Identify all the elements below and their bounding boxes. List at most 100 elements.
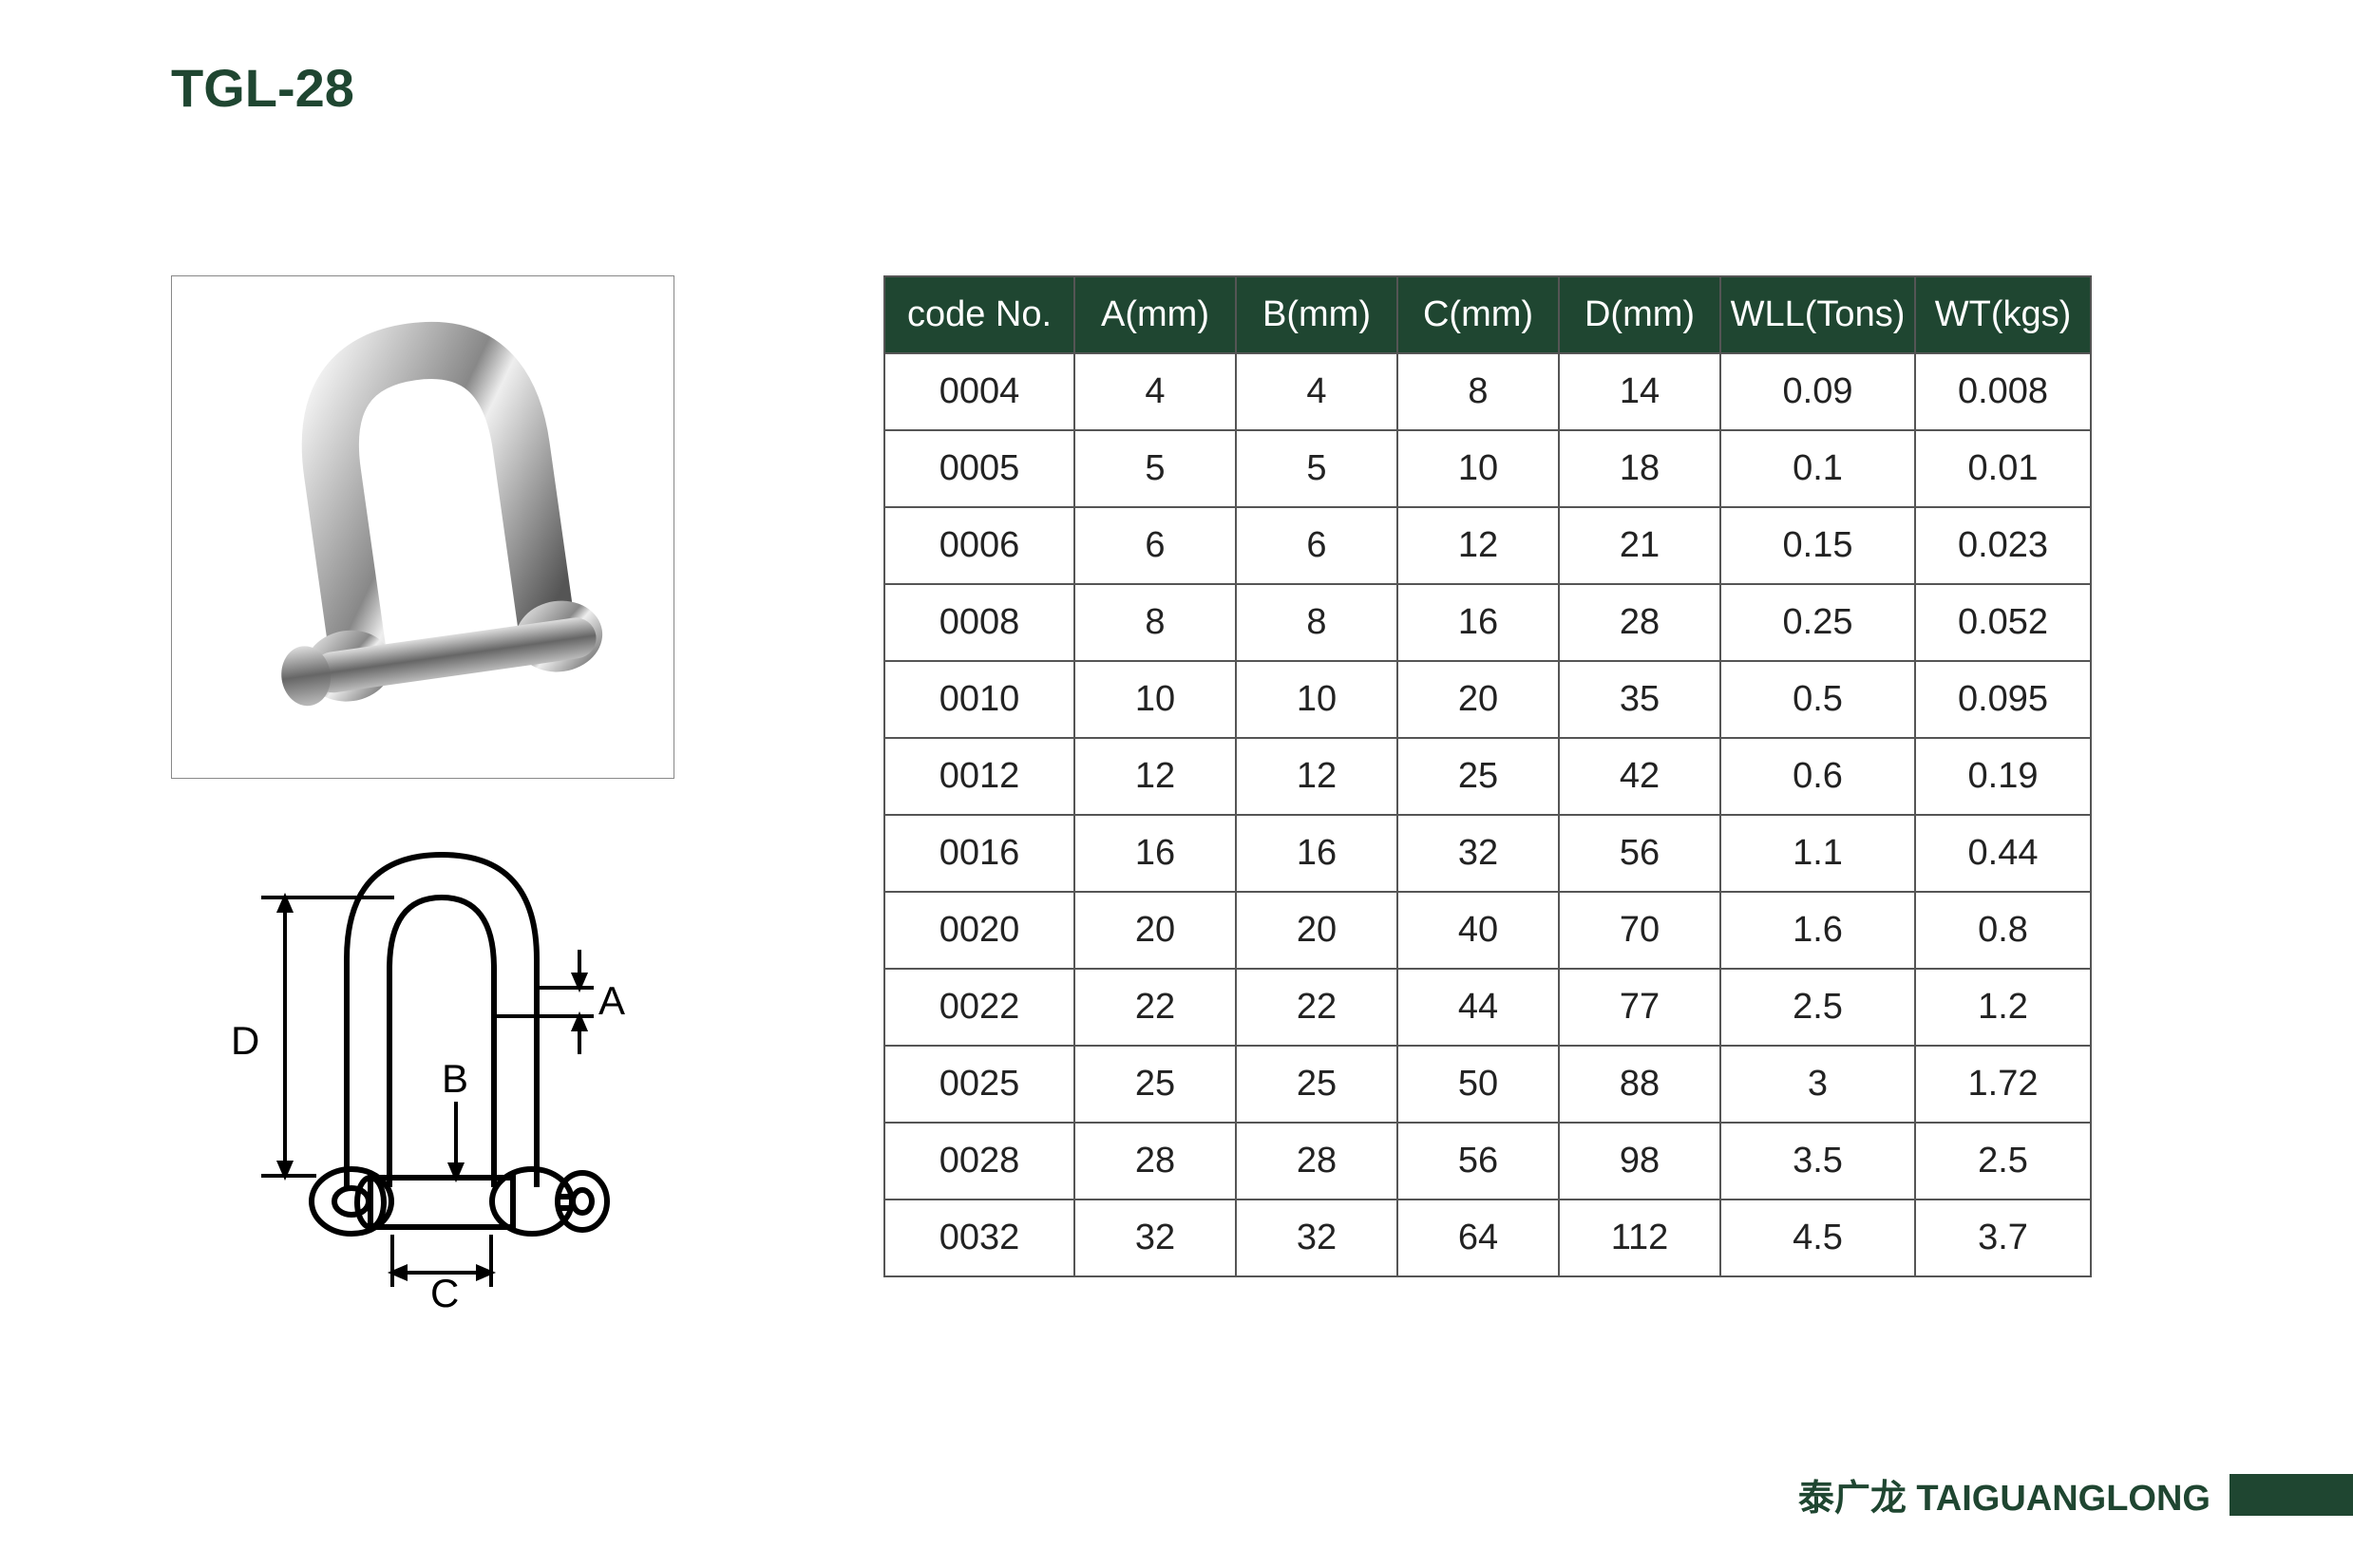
shackle-photo-icon xyxy=(218,309,627,746)
table-cell: 2.5 xyxy=(1720,969,1915,1046)
table-cell: 77 xyxy=(1559,969,1720,1046)
table-cell: 8 xyxy=(1074,584,1236,661)
table-row: 0022222244772.51.2 xyxy=(884,969,2091,1046)
table-cell: 32 xyxy=(1074,1200,1236,1276)
table-cell: 20 xyxy=(1236,892,1397,969)
table-cell: 3.7 xyxy=(1915,1200,2091,1276)
table-cell: 0025 xyxy=(884,1046,1074,1123)
table-cell: 0005 xyxy=(884,430,1074,507)
table-cell: 28 xyxy=(1074,1123,1236,1200)
table-cell: 4 xyxy=(1074,353,1236,430)
table-cell: 20 xyxy=(1074,892,1236,969)
table-header-cell: D(mm) xyxy=(1559,276,1720,353)
table-cell: 0022 xyxy=(884,969,1074,1046)
table-cell: 22 xyxy=(1236,969,1397,1046)
table-cell: 0.25 xyxy=(1720,584,1915,661)
table-cell: 0.008 xyxy=(1915,353,2091,430)
table-cell: 3 xyxy=(1720,1046,1915,1123)
table-cell: 0004 xyxy=(884,353,1074,430)
diagram-label-a: A xyxy=(598,978,625,1023)
table-cell: 0.15 xyxy=(1720,507,1915,584)
table-row: 00252525508831.72 xyxy=(884,1046,2091,1123)
table-cell: 0010 xyxy=(884,661,1074,738)
table-cell: 44 xyxy=(1397,969,1559,1046)
table-row: 00066612210.150.023 xyxy=(884,507,2091,584)
table-header-cell: code No. xyxy=(884,276,1074,353)
table-cell: 10 xyxy=(1074,661,1236,738)
table-row: 0004448140.090.008 xyxy=(884,353,2091,430)
table-cell: 1.1 xyxy=(1720,815,1915,892)
table-cell: 32 xyxy=(1397,815,1559,892)
table-header-cell: B(mm) xyxy=(1236,276,1397,353)
table-cell: 8 xyxy=(1236,584,1397,661)
table-cell: 21 xyxy=(1559,507,1720,584)
table-cell: 8 xyxy=(1397,353,1559,430)
table-cell: 25 xyxy=(1397,738,1559,815)
table-cell: 22 xyxy=(1074,969,1236,1046)
diagram-label-c: C xyxy=(430,1271,459,1311)
table-cell: 1.2 xyxy=(1915,969,2091,1046)
table-cell: 0006 xyxy=(884,507,1074,584)
table-cell: 0.8 xyxy=(1915,892,2091,969)
table-cell: 25 xyxy=(1074,1046,1236,1123)
table-cell: 2.5 xyxy=(1915,1123,2091,1200)
table-cell: 10 xyxy=(1236,661,1397,738)
footer-color-block xyxy=(2230,1474,2353,1516)
table-cell: 0.6 xyxy=(1720,738,1915,815)
table-cell: 25 xyxy=(1236,1046,1397,1123)
table-cell: 56 xyxy=(1559,815,1720,892)
table-cell: 40 xyxy=(1397,892,1559,969)
page-title: TGL-28 xyxy=(171,57,354,119)
table-cell: 6 xyxy=(1236,507,1397,584)
table-header-cell: WT(kgs) xyxy=(1915,276,2091,353)
table-body: 0004448140.090.00800055510180.10.0100066… xyxy=(884,353,2091,1276)
table-cell: 5 xyxy=(1236,430,1397,507)
table-cell: 0.09 xyxy=(1720,353,1915,430)
table-cell: 0.1 xyxy=(1720,430,1915,507)
table-cell: 0028 xyxy=(884,1123,1074,1200)
table-row: 0020202040701.60.8 xyxy=(884,892,2091,969)
table-cell: 4.5 xyxy=(1720,1200,1915,1276)
table-cell: 50 xyxy=(1397,1046,1559,1123)
table-row: 00323232641124.53.7 xyxy=(884,1200,2091,1276)
table-cell: 6 xyxy=(1074,507,1236,584)
table-cell: 0.052 xyxy=(1915,584,2091,661)
table-cell: 0.19 xyxy=(1915,738,2091,815)
table-cell: 0.5 xyxy=(1720,661,1915,738)
table-cell: 0032 xyxy=(884,1200,1074,1276)
table-cell: 32 xyxy=(1236,1200,1397,1276)
table-cell: 1.6 xyxy=(1720,892,1915,969)
table-cell: 35 xyxy=(1559,661,1720,738)
table-cell: 64 xyxy=(1397,1200,1559,1276)
table-cell: 28 xyxy=(1559,584,1720,661)
footer-brand-text: 泰广龙 TAIGUANGLONG xyxy=(1798,1468,2211,1521)
table-cell: 4 xyxy=(1236,353,1397,430)
table-cell: 0.095 xyxy=(1915,661,2091,738)
table-cell: 56 xyxy=(1397,1123,1559,1200)
table-cell: 12 xyxy=(1236,738,1397,815)
table-cell: 0012 xyxy=(884,738,1074,815)
table-row: 0028282856983.52.5 xyxy=(884,1123,2091,1200)
table-row: 0012121225420.60.19 xyxy=(884,738,2091,815)
table-cell: 1.72 xyxy=(1915,1046,2091,1123)
product-photo xyxy=(171,275,674,779)
table-cell: 0.01 xyxy=(1915,430,2091,507)
table-header-row: code No.A(mm)B(mm)C(mm)D(mm)WLL(Tons)WT(… xyxy=(884,276,2091,353)
table-cell: 16 xyxy=(1397,584,1559,661)
table-row: 00055510180.10.01 xyxy=(884,430,2091,507)
diagram-label-d: D xyxy=(231,1018,259,1063)
table-cell: 18 xyxy=(1559,430,1720,507)
table-cell: 20 xyxy=(1397,661,1559,738)
table-cell: 0.023 xyxy=(1915,507,2091,584)
table-cell: 10 xyxy=(1397,430,1559,507)
table-cell: 0016 xyxy=(884,815,1074,892)
table-row: 0016161632561.10.44 xyxy=(884,815,2091,892)
table-cell: 16 xyxy=(1236,815,1397,892)
table-cell: 28 xyxy=(1236,1123,1397,1200)
diagram-label-b: B xyxy=(442,1056,468,1101)
table-header-cell: A(mm) xyxy=(1074,276,1236,353)
table-cell: 98 xyxy=(1559,1123,1720,1200)
table-cell: 0.44 xyxy=(1915,815,2091,892)
table-cell: 3.5 xyxy=(1720,1123,1915,1200)
table-cell: 88 xyxy=(1559,1046,1720,1123)
